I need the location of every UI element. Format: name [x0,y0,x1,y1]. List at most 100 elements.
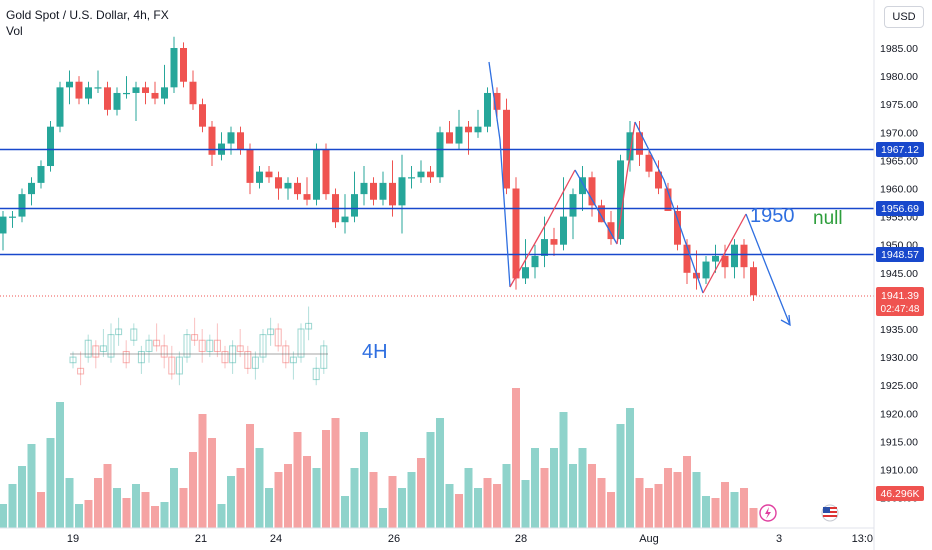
volume-bar [398,488,406,528]
symbol-title: Gold Spot / U.S. Dollar, 4h, FX [6,8,169,22]
candle-body [721,255,729,268]
volume-bar [0,504,7,528]
ghost-candle-body [305,322,313,330]
price-tick-label: 1975.00 [880,99,918,111]
volume-bar [654,484,663,528]
volume-bar [740,488,748,528]
ghost-candle-body [320,345,328,369]
price-scale[interactable]: 1985.00 1980.00 1975.00 1970.00 1965.00 1960.… [880,43,918,505]
candle-body [484,92,491,127]
candle-body [341,216,349,223]
ghost-candle-body [244,350,252,369]
ghost-candle-body [297,328,305,358]
price-tick-label: 1910.00 [880,465,918,477]
volume-bars [0,388,758,528]
ghost-candle-body [168,356,176,375]
candle-body [702,261,710,279]
ghost-candle-body [130,328,138,341]
annotation-null: null [813,208,843,229]
ghost-candle-body [92,345,100,358]
candle-body [265,171,273,178]
time-tick-label: 24 [270,533,282,545]
volume-bar [18,466,26,528]
volume-bar [626,408,634,528]
candle-body [189,81,197,105]
candle-body [550,239,558,245]
volume-bar [151,506,159,528]
candle-body [541,239,548,256]
candle-body [208,126,216,155]
time-scale[interactable]: 19 21 24 26 28 Aug 3 13:0 [67,533,873,545]
candle-body [161,87,168,99]
ghost-candle-body [99,345,107,352]
candle-body [170,48,178,88]
volume-bar [483,478,492,528]
volume-bar [322,430,330,528]
candle-body [246,149,254,183]
candle-body [512,188,520,279]
candle-body [655,171,662,189]
candle-body [389,182,396,206]
arrow-red-1 [509,169,576,288]
candle-body [493,92,501,110]
volume-bar [493,484,501,528]
volume-bar [635,478,644,528]
candle-body [465,126,472,133]
candle-body [28,182,35,195]
arrow-blue-3 [634,121,704,294]
time-tick-label: 3 [776,533,782,545]
svg-text:1948.57: 1948.57 [881,249,919,261]
lightning-icon[interactable] [759,504,777,522]
candle-body [0,216,7,234]
volume-bar [445,484,454,528]
volume-bar [645,488,653,528]
candle-body [607,222,615,240]
volume-bar [265,488,273,528]
us-flag-icon[interactable] [821,504,839,522]
candle-body [199,104,206,127]
ghost-candle-body [137,350,145,364]
candlesticks [0,36,757,301]
arrow-blue-2 [574,169,618,245]
ghost-candle-body [236,345,244,352]
currency-button[interactable]: USD [884,6,924,28]
volume-bar [27,444,36,528]
candle-body [664,188,672,211]
price-tick-label: 1920.00 [880,408,918,420]
candle-body [750,267,757,296]
time-tick-label: 13:0 [852,533,873,545]
volume-bar [531,448,539,528]
candle-body [560,216,567,245]
volume-bar [369,472,378,528]
volume-bar [56,402,64,528]
volume-bar [407,472,416,528]
candle-body [379,182,387,200]
last-price-label: 1941.39 [881,290,919,302]
price-tick-label: 1945.00 [880,268,918,280]
time-tick-label: 21 [195,533,207,545]
ghost-candle-body [183,334,191,358]
candle-body [9,216,16,218]
price-tick-label: 1985.00 [880,43,918,55]
volume-bar [721,482,729,528]
candle-body [94,87,102,89]
svg-text:46.296K: 46.296K [880,488,919,500]
volume-bar [417,458,425,528]
candle-body [674,210,681,245]
ghost-candles [69,306,328,386]
level-tag-1956: 1956.69 [876,201,924,216]
level-tag-1948: 1948.57 [876,247,924,262]
volume-bar [170,468,178,528]
candle-body [322,149,330,195]
countdown-label: 02:47:48 [881,304,920,315]
price-tick-label: 1965.00 [880,155,918,167]
ghost-candle-body [122,350,130,364]
volume-bar [75,504,83,528]
candle-body [740,244,748,268]
volume-bar [521,480,530,528]
price-tick-label: 1935.00 [880,324,918,336]
volume-bar [559,412,568,528]
candle-body [237,132,244,150]
volume-bar [512,388,520,528]
